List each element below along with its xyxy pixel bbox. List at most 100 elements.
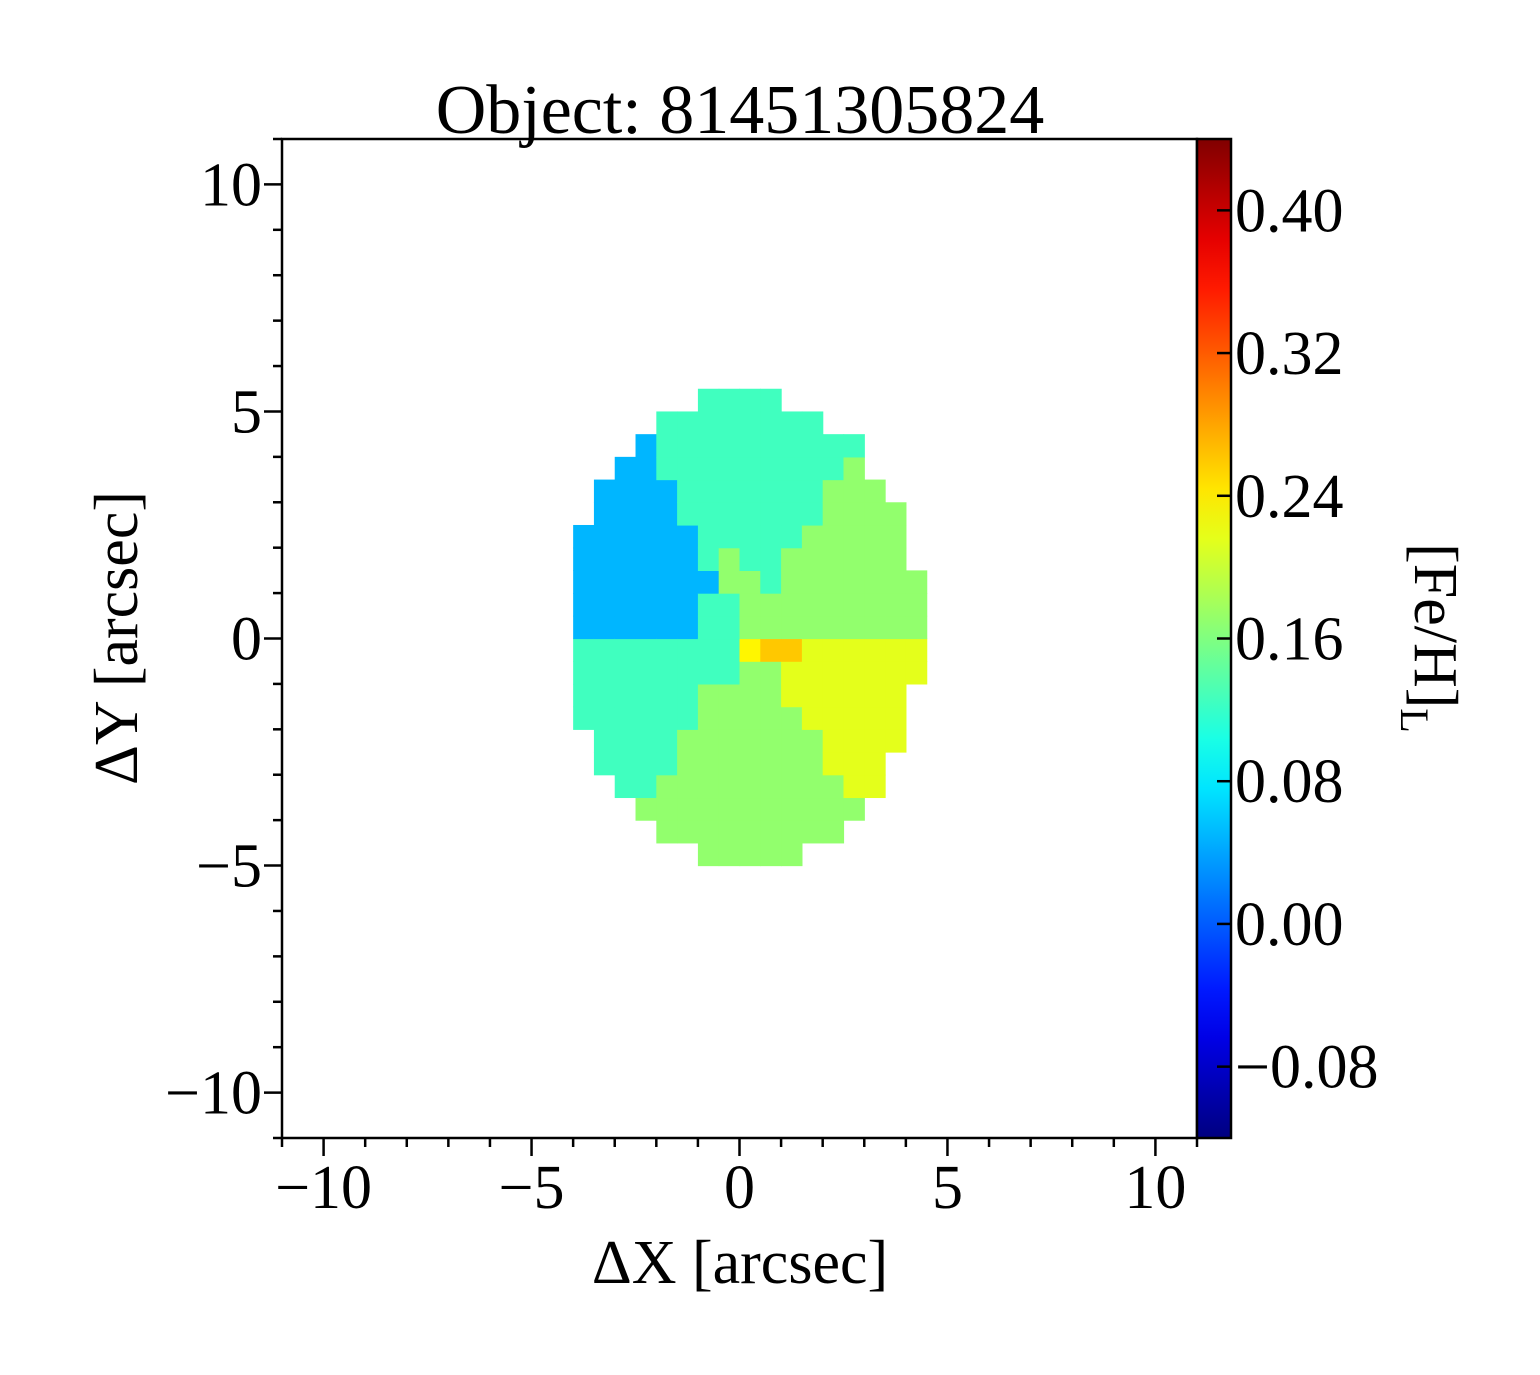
map-pixel (697, 752, 720, 776)
map-pixel (781, 593, 803, 617)
y-tick-label: −5 (196, 833, 262, 901)
map-pixel (781, 638, 803, 662)
map-pixel (677, 683, 699, 708)
map-pixel (656, 683, 678, 708)
map-pixel (760, 820, 782, 844)
map-pixel (822, 502, 845, 526)
map-pixel (801, 683, 824, 708)
map-pixel (843, 797, 865, 821)
map-pixel (677, 456, 699, 481)
map-pixel (822, 752, 845, 776)
map-pixel (781, 570, 803, 594)
map-pixel (593, 593, 616, 617)
map-pixel (801, 729, 824, 753)
map-pixel (697, 456, 720, 481)
map-pixel (635, 615, 657, 640)
colorbar-tick-label: −0.08 (1235, 1034, 1378, 1102)
y-tick-label: 0 (231, 606, 262, 674)
map-pixel (801, 524, 824, 549)
map-pixel (760, 388, 782, 413)
map-pixel (801, 774, 824, 799)
map-pixel (822, 661, 845, 685)
y-tick-label: 5 (231, 378, 262, 446)
map-pixel (864, 615, 886, 640)
map-pixel (718, 570, 741, 594)
map-pixel (656, 706, 678, 730)
map-pixel (864, 683, 886, 708)
map-pixel (677, 615, 699, 640)
map-pixel (760, 434, 782, 458)
map-pixel (864, 729, 886, 753)
map-pixel (593, 729, 616, 753)
map-pixel (843, 456, 865, 481)
map-pixel (635, 774, 657, 799)
map-pixel (760, 638, 782, 662)
map-pixel (656, 434, 678, 458)
map-pixel (843, 729, 865, 753)
map-pixel (864, 547, 886, 571)
map-pixel (739, 820, 761, 844)
map-pixel (801, 706, 824, 730)
map-pixel (781, 547, 803, 571)
map-pixel (822, 479, 845, 503)
map-pixel (593, 638, 616, 662)
map-pixel (718, 683, 741, 708)
map-pixel (677, 570, 699, 594)
map-pixel (760, 570, 782, 594)
map-pixel (697, 820, 720, 844)
y-axis: 10 5 0 −5 −10 (165, 137, 282, 1140)
map-pixel (885, 570, 907, 594)
map-pixel (781, 774, 803, 799)
map-pixel (656, 411, 678, 435)
map-pixel (739, 411, 761, 435)
map-pixel (635, 752, 657, 776)
map-pixel (843, 615, 865, 640)
colorbar-tick-label: 0.32 (1235, 320, 1344, 388)
map-pixel (697, 479, 720, 503)
map-pixel (822, 615, 845, 640)
map-pixel (822, 570, 845, 594)
map-pixel (677, 661, 699, 685)
map-pixel (885, 729, 907, 753)
map-pixel (697, 524, 720, 549)
y-axis-label: ΔY [arcsec] (83, 491, 151, 785)
map-pixel (677, 524, 699, 549)
map-pixel (697, 661, 720, 685)
map-pixel (739, 547, 761, 571)
map-pixel (822, 683, 845, 708)
map-pixel (760, 411, 782, 435)
map-pixel (781, 502, 803, 526)
y-tick-label: 10 (200, 151, 262, 219)
map-pixel (801, 797, 824, 821)
map-pixel (718, 593, 741, 617)
map-pixel (593, 615, 616, 640)
map-pixel (635, 434, 657, 458)
x-tick-label: 10 (1124, 1154, 1186, 1222)
map-pixel (885, 661, 907, 685)
map-pixel (801, 479, 824, 503)
map-pixel (593, 683, 616, 708)
map-pixel (760, 752, 782, 776)
map-pixel (677, 820, 699, 844)
map-pixel (739, 706, 761, 730)
map-pixel (656, 615, 678, 640)
map-pixel (573, 706, 595, 730)
map-pixel (760, 502, 782, 526)
map-pixel (614, 638, 637, 662)
map-pixel (677, 502, 699, 526)
map-pixel (781, 706, 803, 730)
map-pixel (614, 479, 637, 503)
map-pixel (822, 706, 845, 730)
map-pixel (760, 774, 782, 799)
map-pixel (718, 388, 741, 413)
map-pixel (635, 683, 657, 708)
map-pixel (677, 706, 699, 730)
map-pixel (697, 706, 720, 730)
map-pixel (843, 661, 865, 685)
map-pixel (718, 661, 741, 685)
map-pixel (593, 706, 616, 730)
map-pixel (656, 479, 678, 503)
map-pixel (885, 524, 907, 549)
map-pixel (885, 638, 907, 662)
colorbar-tick-label: 0.08 (1235, 748, 1344, 816)
